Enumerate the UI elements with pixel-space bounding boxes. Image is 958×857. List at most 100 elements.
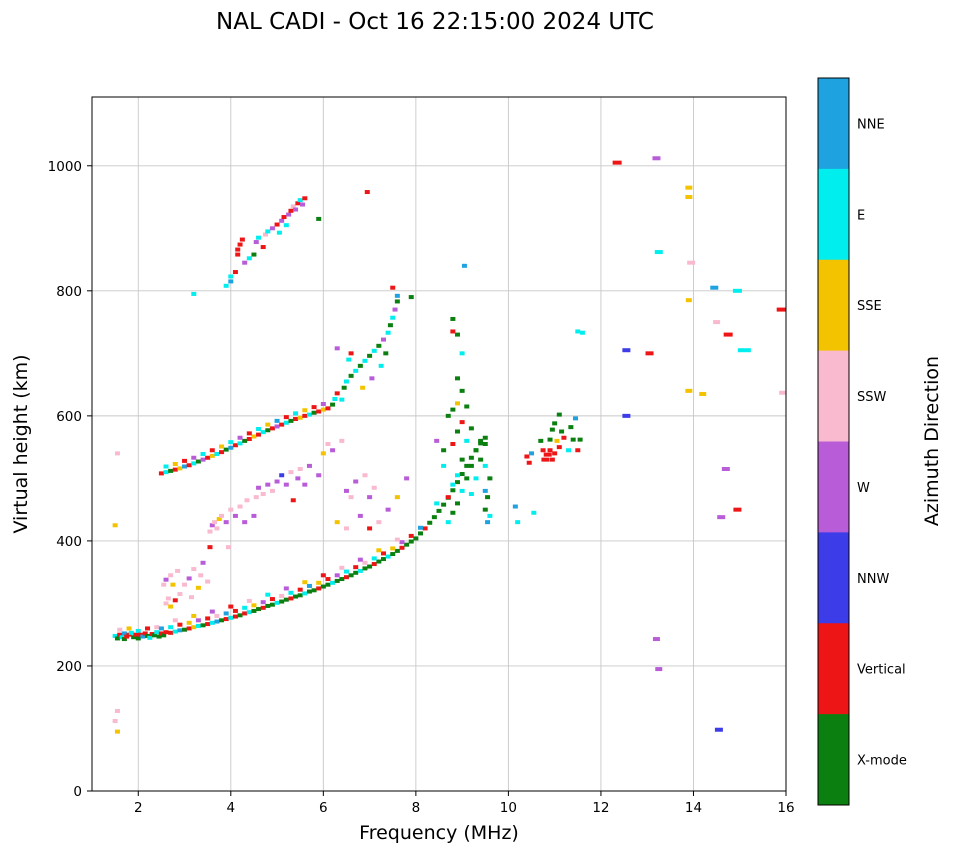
data-point xyxy=(721,467,730,472)
data-point xyxy=(251,252,257,257)
data-point xyxy=(223,611,229,616)
colorbar-label: SSW xyxy=(857,390,887,405)
data-point xyxy=(371,348,377,353)
data-point xyxy=(265,482,271,487)
data-point xyxy=(575,329,581,334)
data-point xyxy=(339,397,345,402)
data-point xyxy=(325,442,331,446)
data-point xyxy=(158,471,164,476)
data-point xyxy=(461,263,467,268)
data-point xyxy=(357,513,363,518)
data-point xyxy=(482,442,488,446)
data-point xyxy=(302,408,308,413)
data-point xyxy=(325,406,331,411)
colorbar-segment xyxy=(818,259,849,352)
data-point xyxy=(165,596,171,601)
data-point xyxy=(223,520,229,525)
y-tick-label: 800 xyxy=(56,284,82,300)
data-point xyxy=(242,520,248,525)
data-point xyxy=(385,330,391,335)
data-point xyxy=(392,307,398,312)
data-point xyxy=(367,564,373,569)
data-point xyxy=(269,226,275,231)
data-point xyxy=(559,429,565,434)
data-point xyxy=(547,437,553,442)
data-point xyxy=(431,515,437,520)
data-point xyxy=(723,332,733,337)
data-point xyxy=(293,416,299,421)
data-point xyxy=(541,457,550,462)
data-point xyxy=(306,589,312,594)
data-point xyxy=(434,501,440,506)
data-point xyxy=(378,363,384,368)
data-point xyxy=(279,599,285,604)
x-tick-label: 14 xyxy=(685,800,702,816)
y-tick-label: 200 xyxy=(56,659,82,675)
data-point xyxy=(450,329,456,334)
data-point xyxy=(214,619,220,624)
data-point xyxy=(114,708,120,713)
data-point xyxy=(114,729,120,734)
data-point xyxy=(334,578,340,583)
data-point xyxy=(362,560,368,565)
data-point xyxy=(478,441,484,446)
data-point xyxy=(147,635,153,640)
data-point xyxy=(367,353,373,358)
data-point xyxy=(265,603,271,608)
data-point xyxy=(283,597,289,602)
data-point xyxy=(334,573,340,578)
data-point xyxy=(436,508,442,513)
data-point xyxy=(512,504,518,509)
data-point xyxy=(168,573,174,578)
data-point xyxy=(316,473,322,478)
data-point xyxy=(316,409,322,414)
data-point xyxy=(133,632,139,637)
data-point xyxy=(297,415,303,420)
data-point xyxy=(223,617,229,622)
data-point xyxy=(380,337,386,342)
x-tick-label: 2 xyxy=(134,800,143,816)
data-point xyxy=(191,455,197,460)
data-point xyxy=(283,223,289,228)
y-axis-label: Virtual height (km) xyxy=(10,354,32,534)
data-point xyxy=(330,580,336,585)
data-point xyxy=(198,573,204,578)
data-point xyxy=(290,498,296,503)
data-point xyxy=(172,629,178,634)
data-point xyxy=(142,631,148,636)
data-point xyxy=(441,463,447,468)
data-point xyxy=(112,633,118,638)
data-point xyxy=(246,598,252,603)
data-point xyxy=(482,435,488,440)
data-point xyxy=(293,207,299,212)
data-point xyxy=(200,560,206,565)
data-point xyxy=(207,545,213,550)
data-point xyxy=(482,463,488,468)
data-point xyxy=(283,482,289,487)
data-point xyxy=(455,429,461,434)
data-point xyxy=(177,622,183,627)
data-point xyxy=(290,204,296,209)
data-point xyxy=(126,626,132,631)
data-point xyxy=(216,517,222,522)
data-point xyxy=(269,488,275,493)
data-point xyxy=(362,358,368,363)
data-point xyxy=(482,488,488,493)
data-point xyxy=(376,343,382,348)
data-point xyxy=(714,727,723,732)
data-point xyxy=(191,613,197,618)
colorbar-segment xyxy=(818,532,849,624)
data-point xyxy=(417,525,423,530)
data-point xyxy=(214,452,220,457)
data-point xyxy=(209,453,215,458)
data-point xyxy=(260,245,266,250)
data-point xyxy=(293,411,299,416)
data-point xyxy=(320,573,326,578)
data-point xyxy=(177,466,183,471)
data-point xyxy=(170,582,176,587)
data-point xyxy=(135,636,141,641)
data-point xyxy=(186,576,192,581)
data-point xyxy=(552,451,558,456)
data-point xyxy=(717,515,726,520)
data-point xyxy=(121,637,127,642)
